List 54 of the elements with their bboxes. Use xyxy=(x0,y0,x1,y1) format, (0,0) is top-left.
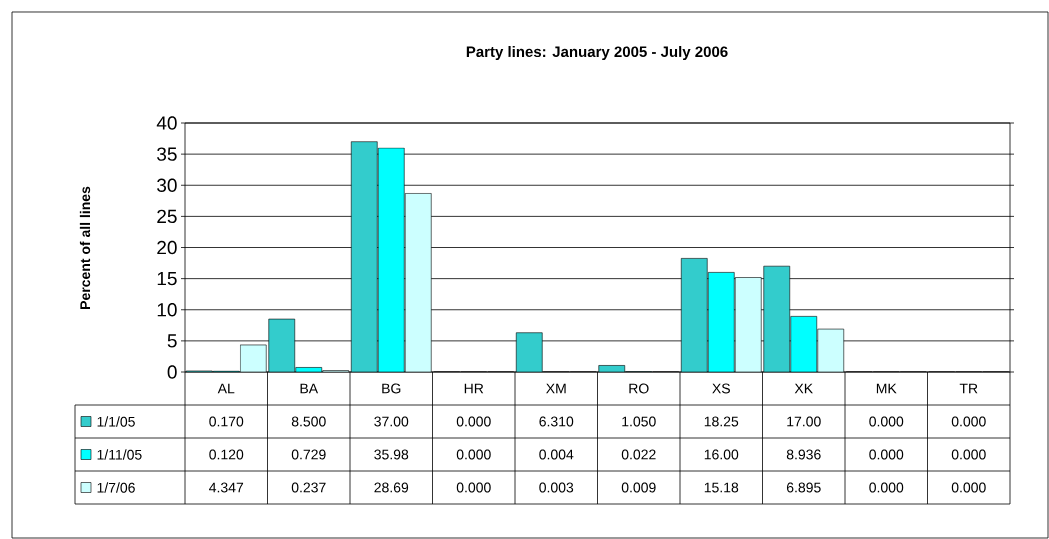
data-label: 0.003 xyxy=(539,482,574,493)
data-label: 28.69 xyxy=(374,482,409,493)
x-tick-label: RO xyxy=(629,383,649,394)
data-label: 0.000 xyxy=(456,482,491,493)
y-tick-label: 0 xyxy=(167,365,177,379)
data-label: 18.25 xyxy=(704,416,739,427)
data-label: 0.009 xyxy=(621,482,656,493)
data-label: 0.000 xyxy=(951,416,986,427)
data-label: 0.000 xyxy=(869,482,904,493)
y-tick-label: 5 xyxy=(167,334,177,348)
data-label: 0.022 xyxy=(621,449,656,460)
legend-label: 1/11/05 xyxy=(97,449,142,460)
data-label: 0.237 xyxy=(291,482,326,493)
y-tick-label: 30 xyxy=(157,178,177,192)
data-label: 6.310 xyxy=(539,416,574,427)
chart-title: Party lines: January 2005 - July 2006 xyxy=(466,46,728,60)
legend-label: 1/7/06 xyxy=(97,482,135,493)
data-label: 0.729 xyxy=(291,449,326,460)
data-label: 0.170 xyxy=(209,416,244,427)
x-tick-label: HR xyxy=(464,383,484,394)
data-label: 15.18 xyxy=(704,482,739,493)
y-axis-title: Percent of all lines xyxy=(79,186,91,309)
x-tick-label: BA xyxy=(300,383,319,394)
data-label: 16.00 xyxy=(704,449,739,460)
y-tick-label: 10 xyxy=(157,303,177,317)
data-label: 35.98 xyxy=(374,449,409,460)
x-tick-label: XK xyxy=(794,383,813,394)
data-label: 4.347 xyxy=(209,482,244,493)
x-tick-label: MK xyxy=(876,383,897,394)
data-label: 8.500 xyxy=(291,416,326,427)
data-label: 17.00 xyxy=(787,416,821,427)
legend-label: 1/1/05 xyxy=(97,416,135,427)
data-label: 1.050 xyxy=(622,416,656,427)
data-label: 0.000 xyxy=(456,416,491,427)
y-tick-label: 25 xyxy=(157,209,177,224)
y-tick-label: 15 xyxy=(157,272,177,286)
data-label: 8.936 xyxy=(786,449,821,460)
y-tick-label: 35 xyxy=(157,147,177,161)
x-tick-label: BG xyxy=(382,383,401,394)
data-label: 0.000 xyxy=(456,449,491,460)
data-label: 0.000 xyxy=(951,482,986,493)
data-label: 0.120 xyxy=(209,449,244,460)
y-tick-label: 40 xyxy=(156,116,177,130)
x-tick-label: TR xyxy=(959,383,978,394)
data-label: 37.00 xyxy=(374,416,409,427)
data-label: 0.004 xyxy=(539,449,574,460)
x-tick-label: XM xyxy=(546,383,566,394)
data-label: 0.000 xyxy=(869,449,904,460)
x-tick-label: AL xyxy=(217,383,235,394)
data-label: 0.000 xyxy=(951,449,986,460)
data-label: 0.000 xyxy=(869,416,904,427)
x-tick-label: XS xyxy=(712,383,730,394)
y-tick-label: 20 xyxy=(157,240,177,255)
data-label: 6.895 xyxy=(786,482,821,493)
